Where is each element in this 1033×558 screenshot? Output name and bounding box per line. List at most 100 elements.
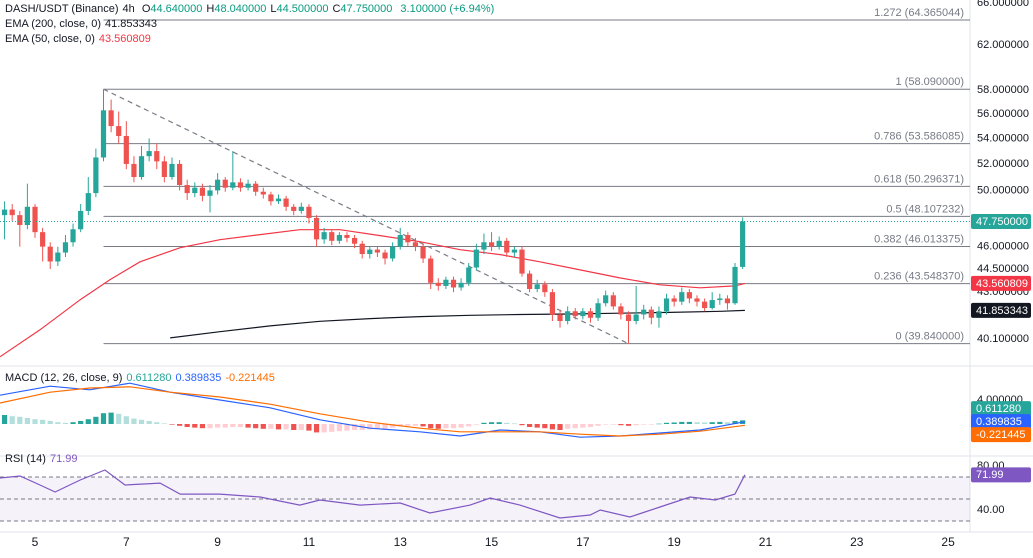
macd-histogram-bar — [329, 424, 335, 432]
ema-value-label: 41.853343 — [976, 305, 1028, 317]
signal-value: -0.221445 — [225, 372, 275, 384]
candle-body — [116, 126, 122, 136]
macd-histogram-bar — [108, 412, 114, 425]
candle-body — [732, 266, 738, 304]
candle-body — [268, 194, 274, 202]
candle-body — [663, 298, 670, 312]
rsi-title: RSI (14) — [5, 453, 46, 465]
candle-body — [466, 267, 472, 283]
macd-histogram-bar — [686, 421, 692, 425]
candle-body — [648, 309, 654, 318]
macd-histogram-bar — [603, 424, 609, 425]
y-tick-label: 56.000000 — [977, 108, 1029, 120]
candle-body — [610, 295, 616, 307]
fib-label: 1.272 (64.365044) — [874, 7, 964, 19]
candle-body — [519, 249, 525, 274]
macd-histogram-bar — [306, 424, 312, 431]
candle-body — [62, 242, 69, 253]
candle-body — [359, 243, 365, 255]
candle-body — [382, 252, 388, 259]
candle-body — [473, 249, 479, 268]
change: 3.100000 (+6.94%) — [400, 3, 495, 15]
candle-body — [108, 110, 114, 127]
candle-body — [724, 298, 731, 304]
macd-histogram-bar — [557, 424, 563, 431]
macd-histogram-bar — [405, 424, 411, 426]
macd-histogram-bar — [458, 424, 464, 428]
macd-histogram-bar — [24, 418, 30, 425]
macd-line — [0, 386, 745, 437]
macd-histogram-bar — [321, 424, 327, 433]
macd-histogram-bar — [169, 424, 175, 425]
macd-histogram-bar — [100, 413, 107, 425]
macd-histogram-bar — [694, 422, 700, 425]
candle-body — [633, 314, 639, 322]
macd-hist-value: 0.611280 — [126, 372, 172, 384]
candle-body — [572, 311, 578, 317]
candle-body — [580, 311, 586, 317]
macd-histogram-bar — [131, 418, 137, 425]
field-key: L — [270, 3, 277, 15]
field-value: 47.750000 — [340, 3, 393, 15]
last-price-label: 47.750000 — [976, 216, 1028, 228]
rsi-line — [0, 469, 746, 519]
macd-histogram-bar — [717, 421, 723, 425]
candle-body — [686, 292, 692, 299]
candle-body — [222, 179, 228, 188]
candle-body — [595, 303, 601, 318]
candle-body — [534, 284, 540, 290]
x-tick-label: 25 — [941, 535, 955, 549]
candle-body — [367, 249, 373, 255]
candle-body — [641, 309, 647, 315]
macd-histogram-bar — [671, 422, 677, 425]
candle-body — [717, 298, 723, 301]
fib-label: 0 (39.840000) — [896, 331, 965, 343]
macd-histogram-bar — [47, 421, 53, 425]
macd-histogram-bar — [253, 424, 259, 429]
macd-histogram-bar — [313, 424, 320, 433]
macd-histogram-bar — [428, 424, 434, 429]
candle-body — [123, 135, 129, 164]
macd-histogram-bar — [161, 423, 167, 425]
macd-histogram-bar — [268, 424, 274, 429]
candle-body — [17, 215, 23, 226]
macd-histogram-bar — [207, 424, 213, 429]
ema-line — [170, 309, 745, 339]
macd-histogram-bar — [732, 421, 738, 425]
macd-histogram-bar — [17, 416, 23, 425]
macd-histogram-bar — [382, 424, 388, 429]
macd-value-label-box — [971, 427, 1031, 443]
macd-histogram-bar — [9, 416, 15, 425]
symbol: DASH/USDT (Binance) — [5, 3, 119, 15]
macd-histogram-bar — [534, 424, 540, 428]
candle-body — [412, 242, 419, 247]
legend-name: EMA (200, close, 0) — [5, 18, 101, 30]
macd-histogram-bar — [55, 422, 61, 425]
candle-body — [146, 151, 152, 157]
macd-histogram-bar — [283, 424, 289, 430]
macd-histogram-bar — [565, 424, 571, 429]
macd-histogram-bar — [420, 424, 426, 427]
candle-body — [253, 183, 259, 192]
macd-histogram-bar — [542, 424, 548, 429]
y-tick-label: 54.000000 — [977, 132, 1029, 144]
candle-body — [321, 232, 327, 240]
candle-body — [618, 306, 624, 315]
candle-body — [55, 252, 61, 262]
macd-histogram-bar — [473, 424, 479, 425]
fib-label: 0.236 (43.548370) — [874, 271, 964, 283]
macd-value-label-box — [971, 401, 1031, 417]
x-tick-label: 19 — [667, 535, 681, 549]
candle-body — [587, 311, 594, 318]
field-value: 44.500000 — [276, 3, 329, 15]
candle-body — [443, 279, 449, 286]
macd-histogram-bar — [85, 419, 91, 425]
candle-body — [351, 237, 358, 244]
macd-histogram-bar — [397, 424, 403, 427]
x-tick-label: 5 — [32, 535, 39, 549]
x-tick-label: 23 — [850, 535, 864, 549]
macd-value-label: 0.611280 — [976, 403, 1021, 415]
x-tick-label: 7 — [123, 535, 130, 549]
candle-body — [656, 311, 662, 318]
macd-value-label: -0.221445 — [976, 429, 1026, 441]
